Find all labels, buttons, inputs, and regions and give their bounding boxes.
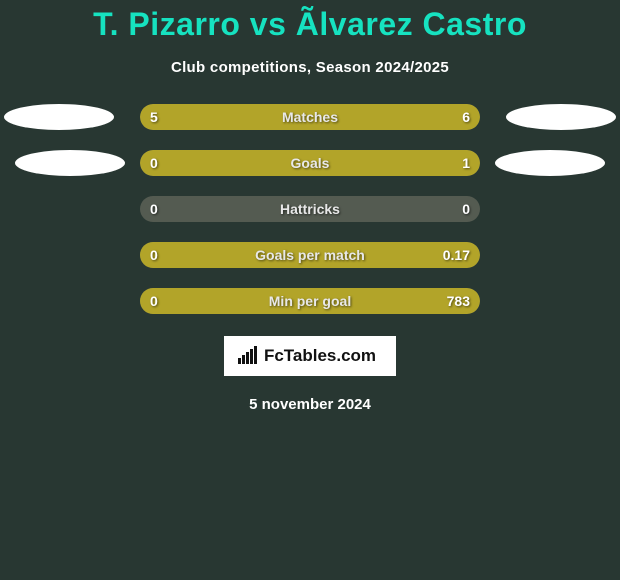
row-label: Min per goal (140, 288, 480, 314)
decor-ellipse (4, 104, 114, 130)
stat-row: 01Goals (0, 150, 620, 176)
decor-ellipse (495, 150, 605, 176)
row-label: Hattricks (140, 196, 480, 222)
row-label: Goals (140, 150, 480, 176)
subtitle: Club competitions, Season 2024/2025 (0, 59, 620, 76)
stat-row: 56Matches (0, 104, 620, 130)
stat-row: 00Hattricks (0, 196, 620, 222)
comparison-chart: 56Matches 01Goals 00Hattricks 00.17Goals pe… (0, 104, 620, 314)
bars-icon (238, 346, 258, 364)
row-label: Goals per match (140, 242, 480, 268)
decor-ellipse (15, 150, 125, 176)
page-title: T. Pizarro vs Ãlvarez Castro (0, 6, 620, 43)
date-text: 5 november 2024 (0, 396, 620, 413)
badge-text: FcTables.com (264, 346, 376, 365)
stat-row: 0783Min per goal (0, 288, 620, 314)
row-label: Matches (140, 104, 480, 130)
stat-row: 00.17Goals per match (0, 242, 620, 268)
source-badge: FcTables.com (224, 336, 396, 376)
decor-ellipse (506, 104, 616, 130)
